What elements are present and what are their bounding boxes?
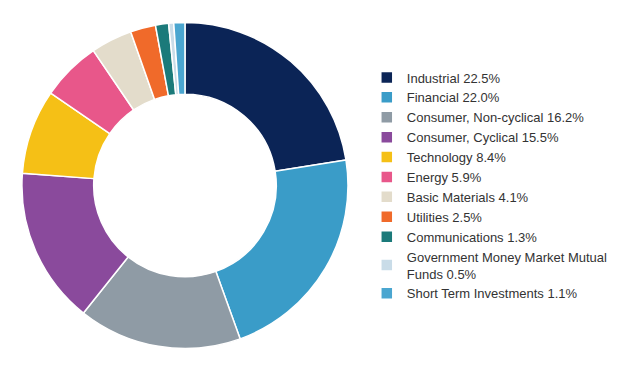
svg-text:Industrial 22.5%: Industrial 22.5% [407,71,501,86]
svg-text:Consumer, Non-cyclical 16.2%: Consumer, Non-cyclical 16.2% [407,110,584,125]
svg-text:Communications 1.3%: Communications 1.3% [407,230,537,245]
svg-text:Energy 5.9%: Energy 5.9% [407,170,482,185]
svg-text:Basic Materials 4.1%: Basic Materials 4.1% [407,190,529,205]
svg-text:Consumer, Cyclical 15.5%: Consumer, Cyclical 15.5% [407,130,559,145]
svg-text:Government Money Market Mutual: Government Money Market MutualFunds 0.5% [407,250,607,282]
svg-text:Financial 22.0%: Financial 22.0% [407,90,500,105]
svg-text:Utilities 2.5%: Utilities 2.5% [407,210,483,225]
svg-text:Short Term Investments 1.1%: Short Term Investments 1.1% [407,286,578,301]
svg-text:Technology 8.4%: Technology 8.4% [407,150,506,165]
